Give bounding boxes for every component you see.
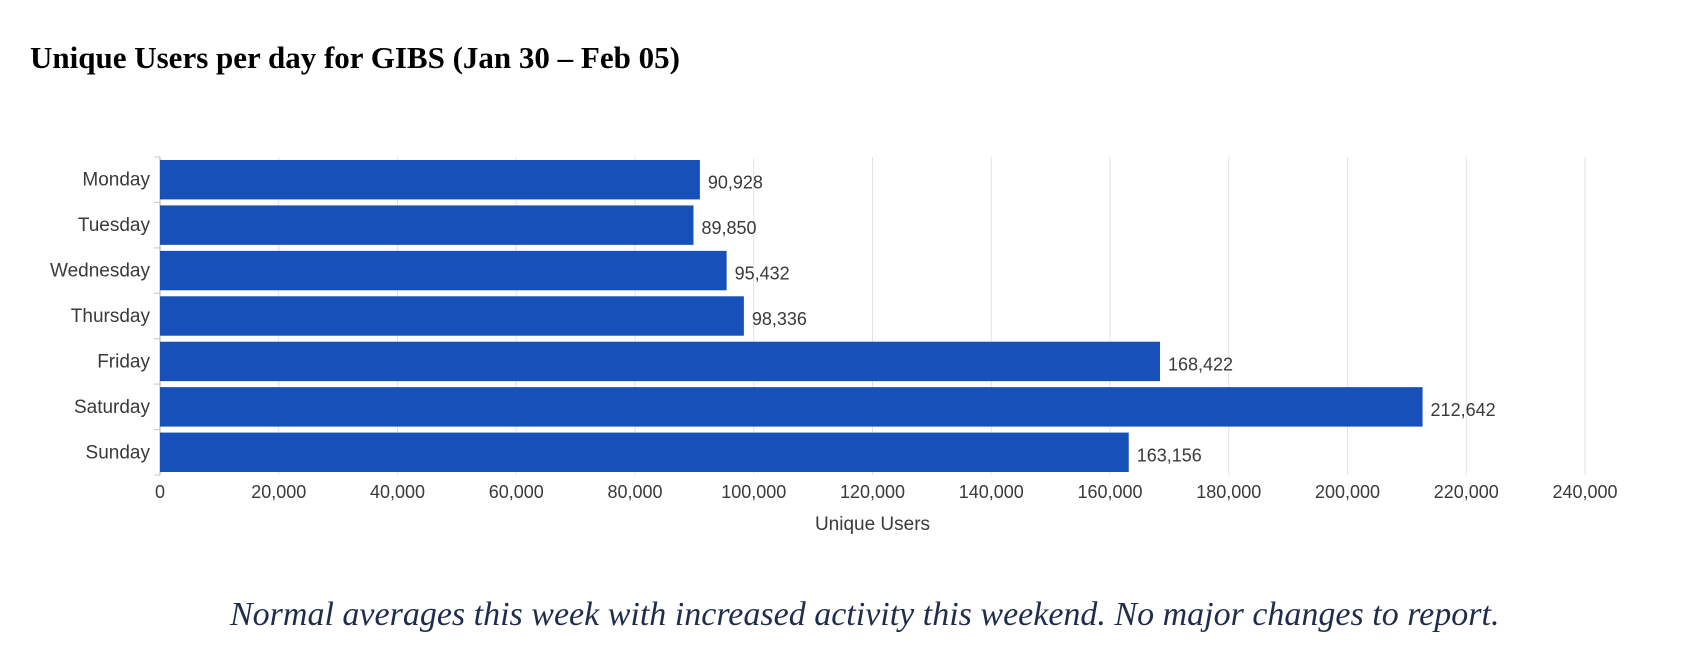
category-label: Sunday [86, 442, 151, 463]
x-tick-label: 220,000 [1434, 482, 1499, 502]
bar [160, 432, 1129, 472]
x-tick-label: 180,000 [1196, 482, 1261, 502]
category-label: Monday [82, 170, 150, 191]
data-label: 98,336 [752, 309, 807, 329]
x-tick-label: 0 [155, 482, 165, 502]
x-axis-title: Unique Users [815, 514, 930, 535]
x-tick-label: 160,000 [1077, 482, 1142, 502]
category-label: Saturday [74, 397, 151, 418]
bar-chart: 0 20,000 40,000 60,000 80,000 100,000 120,000 1… [50, 156, 1618, 535]
x-tick-label: 80,000 [607, 482, 662, 502]
bar [160, 296, 744, 336]
x-tick-label: 40,000 [370, 482, 425, 502]
data-label: 163,156 [1137, 445, 1202, 465]
bar [160, 160, 700, 200]
data-label: 212,642 [1431, 400, 1496, 420]
bar [160, 341, 1161, 382]
data-label: 95,432 [735, 264, 790, 284]
category-label: Thursday [71, 306, 151, 327]
x-tick-label: 140,000 [959, 482, 1024, 502]
data-label: 89,850 [701, 218, 756, 238]
bar [160, 387, 1423, 427]
bar [160, 205, 694, 245]
data-label: 168,422 [1168, 354, 1233, 374]
x-tick-label: 200,000 [1315, 482, 1380, 502]
x-tick-label: 60,000 [489, 482, 544, 502]
x-tick-label: 120,000 [840, 482, 905, 502]
category-label: Tuesday [78, 215, 151, 236]
data-label: 90,928 [708, 173, 763, 193]
x-tick-label: 20,000 [251, 482, 306, 502]
x-tick-label: 240,000 [1552, 482, 1617, 502]
chart-caption: Normal averages this week with increased… [230, 596, 1500, 633]
x-tick-label: 100,000 [721, 482, 786, 502]
category-label: Wednesday [50, 261, 150, 282]
bar [160, 250, 727, 291]
chart-title: Unique Users per day for GIBS (Jan 30 – … [30, 40, 680, 75]
category-label: Friday [97, 351, 150, 372]
